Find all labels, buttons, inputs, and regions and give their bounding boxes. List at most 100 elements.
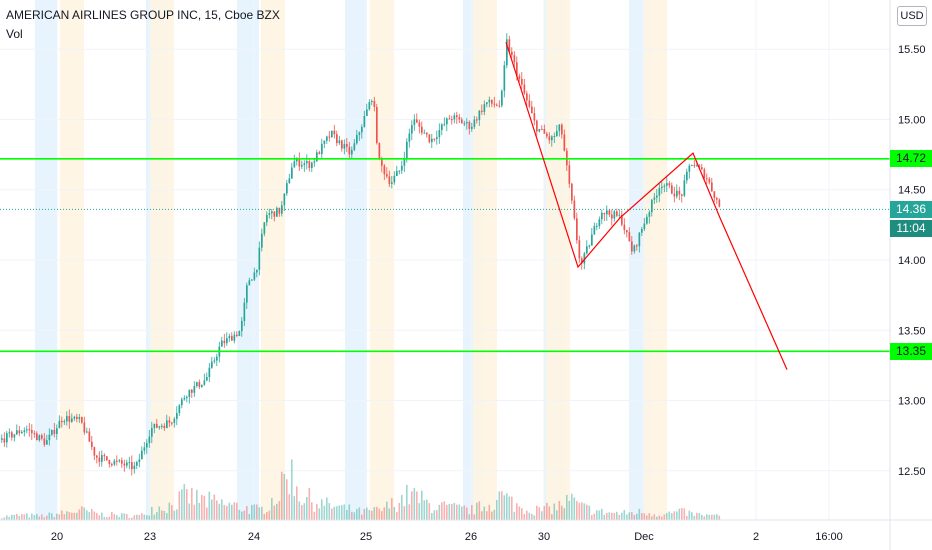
candle-body: [523, 84, 526, 94]
candle-body: [628, 232, 631, 242]
volume-bar: [246, 506, 248, 520]
candle-body: [61, 420, 63, 423]
horizontal-levels: [0, 158, 890, 353]
candle-body: [143, 447, 146, 451]
candle-body: [691, 164, 693, 166]
candle-body: [238, 331, 241, 336]
volume-bar: [706, 514, 708, 520]
volume-bar: [328, 503, 331, 520]
candle-body: [671, 185, 673, 194]
volume-bar: [408, 504, 411, 520]
candle-body: [281, 205, 283, 214]
candle-body: [266, 214, 268, 223]
candle-body: [573, 200, 576, 219]
volume-bar: [426, 499, 428, 520]
candle-body: [356, 134, 358, 144]
volume-bar: [633, 514, 636, 520]
volume-bar: [591, 515, 593, 520]
candle-body: [191, 389, 193, 393]
candle-body: [73, 416, 76, 419]
volume-bar: [51, 513, 53, 520]
volume-bar: [216, 500, 218, 520]
volume-bar: [708, 514, 711, 520]
candle-body: [233, 334, 236, 341]
candle-body: [383, 165, 386, 175]
candle-body: [378, 143, 381, 159]
candle-body: [401, 165, 403, 171]
volume-bars: [1, 459, 721, 520]
candle-body: [486, 102, 488, 105]
candle-body: [596, 225, 598, 227]
volume-bar: [296, 486, 298, 520]
volume-bar: [218, 503, 221, 520]
candle-body: [506, 39, 508, 66]
volume-bar: [656, 516, 658, 520]
volume-bar: [388, 508, 391, 520]
volume-bar: [143, 514, 146, 520]
volume-bar: [431, 513, 433, 520]
volume-bar: [353, 512, 356, 520]
candle-body: [388, 176, 391, 184]
time-tick-label: 20: [51, 531, 63, 543]
candle-body: [23, 430, 26, 432]
candle-body: [708, 178, 711, 183]
volume-bar: [243, 510, 246, 520]
volume-bar: [448, 503, 451, 520]
price-tick-label: 13.00: [898, 396, 926, 408]
volume-bar: [598, 510, 601, 520]
volume-bar: [178, 491, 181, 520]
volume-bar: [436, 510, 438, 520]
candle-body: [221, 340, 223, 347]
volume-bar: [618, 514, 621, 520]
volume-bar: [493, 509, 496, 520]
candle-body: [346, 144, 348, 147]
candle-body: [303, 163, 306, 166]
candle-body: [358, 132, 361, 135]
volume-bar: [181, 489, 183, 520]
candle-body: [451, 119, 453, 121]
volume-bar: [338, 505, 341, 520]
volume-bar: [503, 495, 506, 520]
candle-body: [56, 428, 58, 434]
candle-body: [603, 212, 606, 215]
volume-bar: [368, 509, 371, 520]
candle-body: [371, 101, 373, 103]
volume-bar: [511, 496, 513, 520]
candle-body: [178, 405, 181, 414]
candle-body: [198, 382, 201, 387]
candle-body: [106, 456, 108, 461]
time-tick-label: Dec: [634, 531, 654, 543]
candle-body: [28, 429, 31, 431]
candle-body: [71, 418, 73, 422]
candle-body: [251, 279, 253, 281]
volume-bar: [606, 512, 608, 520]
currency-button[interactable]: USD: [897, 6, 927, 26]
volume-bar: [326, 497, 328, 520]
volume-bar: [533, 515, 536, 520]
candle-body: [366, 109, 368, 117]
volume-bar: [321, 499, 323, 520]
volume-bar: [371, 510, 373, 520]
volume-bar: [623, 510, 626, 520]
candle-body: [361, 126, 363, 133]
volume-bar: [406, 484, 408, 520]
candle-body: [533, 113, 536, 121]
candle-body: [528, 100, 531, 107]
candle-body: [503, 65, 506, 91]
volume-bar: [443, 501, 446, 520]
candle-body: [656, 195, 658, 198]
candle-body: [558, 124, 561, 131]
volume-bar: [551, 514, 553, 520]
volume-bar: [621, 512, 623, 520]
volume-bar: [658, 515, 661, 520]
volume-bar: [428, 503, 431, 520]
volume-bar: [643, 513, 646, 520]
volume-bar: [501, 491, 503, 520]
volume-bar: [378, 508, 381, 520]
volume-bar: [211, 499, 213, 520]
volume-bar: [438, 504, 441, 520]
volume-bar: [278, 501, 281, 520]
volume-bar: [653, 514, 656, 520]
